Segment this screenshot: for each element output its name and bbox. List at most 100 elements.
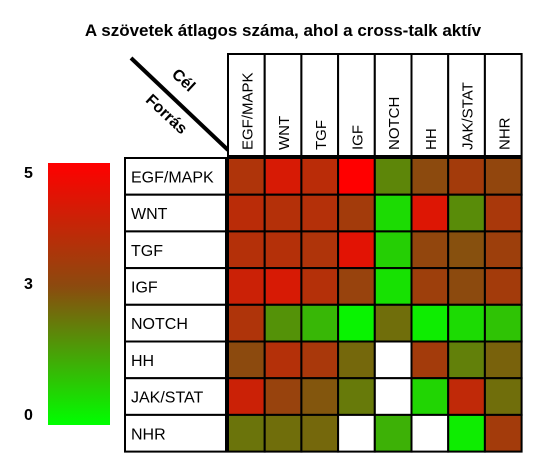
column-header: NHR <box>483 53 523 157</box>
heatmap-cell <box>227 303 266 343</box>
heatmap-cell <box>337 230 376 270</box>
column-header-label: EGF/MAPK <box>239 72 256 150</box>
heatmap-cell <box>447 413 486 453</box>
column-axis-label: Cél <box>168 66 198 95</box>
column-header-label: IGF <box>349 125 366 150</box>
heatmap-cell <box>373 413 413 453</box>
heatmap-cell <box>410 230 450 270</box>
heatmap-cell <box>227 193 266 233</box>
column-header-box <box>300 53 340 157</box>
color-legend: 5 3 0 <box>24 163 110 425</box>
heatmap-cell <box>410 157 450 196</box>
heatmap-cell <box>337 157 376 196</box>
heatmap-cell <box>227 413 266 453</box>
heatmap-cell <box>373 230 413 270</box>
heatmap-cell <box>337 193 376 233</box>
heatmap-cell <box>373 157 413 196</box>
heatmap-cell <box>410 413 450 453</box>
row-header: NOTCH <box>124 303 227 343</box>
row-header-box <box>124 303 227 343</box>
heatmap-cell <box>227 157 266 196</box>
heatmap-cell <box>447 267 486 306</box>
row-header-label: IGF <box>131 279 158 296</box>
heatmap-cell <box>337 303 376 343</box>
column-header-label: JAK/STAT <box>460 82 477 150</box>
heatmap-cell <box>300 193 340 233</box>
column-header-label: NOTCH <box>386 97 403 150</box>
heatmap-cell <box>447 157 486 196</box>
heatmap-cell <box>337 377 376 416</box>
heatmap-cell <box>263 267 303 306</box>
column-header: IGF <box>337 53 376 157</box>
row-header-label: NOTCH <box>131 316 188 333</box>
row-header: EGF/MAPK <box>124 157 227 196</box>
heatmap-cell <box>300 413 340 453</box>
row-axis-label: Forrás <box>142 92 190 138</box>
row-header: TGF <box>124 230 227 270</box>
column-header-label: HH <box>423 128 440 150</box>
row-header-label: JAK/STAT <box>131 390 204 407</box>
heatmap-cell <box>373 377 413 416</box>
row-header: NHR <box>124 413 227 453</box>
heatmap-cell <box>263 303 303 343</box>
heatmap-cell <box>483 157 523 196</box>
heatmap-cell <box>263 413 303 453</box>
heatmap-cell <box>300 303 340 343</box>
heatmap-cell <box>447 340 486 380</box>
heatmap-cell <box>410 303 450 343</box>
heatmap-cell <box>447 230 486 270</box>
legend-tick-min: 0 <box>24 407 33 424</box>
heatmap-cell <box>483 193 523 233</box>
legend-tick-mid: 3 <box>24 276 33 293</box>
row-header-label: WNT <box>131 206 168 223</box>
legend-color-bar <box>48 163 110 425</box>
heatmap-cell <box>227 340 266 380</box>
heatmap-cell <box>447 303 486 343</box>
heatmap-cell <box>263 377 303 416</box>
heatmap-cell <box>483 340 523 380</box>
heatmap-cell <box>263 193 303 233</box>
chart-title: A szövetek átlagos száma, ahol a cross-t… <box>85 21 482 40</box>
row-header-label: TGF <box>131 243 163 260</box>
heatmap-cell <box>300 157 340 196</box>
row-header-box <box>124 267 227 306</box>
heatmap-cell <box>300 377 340 416</box>
heatmap-cell <box>373 267 413 306</box>
heatmap-cell <box>263 340 303 380</box>
row-header-box <box>124 193 227 233</box>
row-header: IGF <box>124 267 227 306</box>
column-header-label: NHR <box>496 117 513 150</box>
row-header-label: NHR <box>131 426 166 443</box>
column-header: WNT <box>263 53 303 157</box>
column-header: NOTCH <box>373 53 413 157</box>
heatmap-cell <box>483 413 523 453</box>
corner-diagonal <box>129 56 230 152</box>
row-header-box <box>124 377 227 416</box>
heatmap-cell <box>263 230 303 270</box>
column-header: HH <box>410 53 450 157</box>
heatmap-cell <box>410 193 450 233</box>
heatmap-cell <box>227 377 266 416</box>
corner-header: Cél Forrás <box>129 56 230 152</box>
row-header-label: HH <box>131 353 154 370</box>
heatmap-cell <box>337 267 376 306</box>
column-header-box <box>263 53 303 157</box>
heatmap-cell <box>337 340 376 380</box>
heatmap-cells <box>227 157 523 453</box>
column-header: EGF/MAPK <box>227 53 266 157</box>
heatmap-cell <box>227 230 266 270</box>
heatmap-cell <box>447 377 486 416</box>
heatmap-cell <box>337 413 376 453</box>
heatmap-cell <box>373 340 413 380</box>
heatmap-cell <box>483 230 523 270</box>
heatmap-cell <box>373 303 413 343</box>
row-header-box <box>124 413 227 453</box>
row-header-box <box>124 230 227 270</box>
heatmap-cell <box>410 267 450 306</box>
heatmap-cell <box>483 377 523 416</box>
row-header-box <box>124 157 227 196</box>
heatmap-cell <box>263 157 303 196</box>
heatmap-cell <box>410 377 450 416</box>
